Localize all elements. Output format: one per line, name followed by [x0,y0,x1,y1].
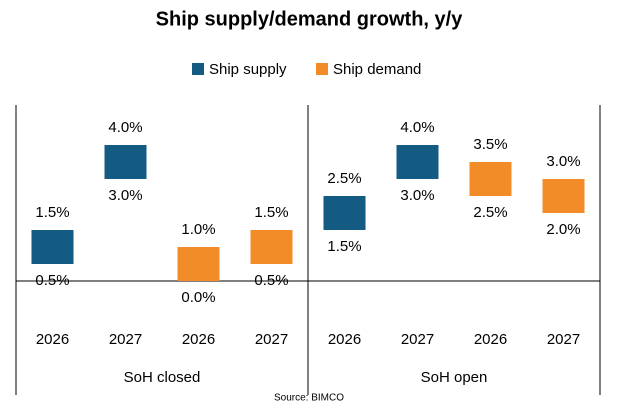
low-label: 0.0% [181,289,215,306]
x-tick-label: 2027 [109,331,142,348]
source-note: Source: BIMCO [274,393,344,404]
low-label: 2.0% [546,221,580,238]
low-label: 2.5% [473,204,507,221]
range-bar [542,179,585,213]
x-tick-label: 2026 [474,331,507,348]
high-label: 3.5% [473,136,507,153]
range-bar [31,230,74,264]
high-label: 1.5% [254,204,288,221]
group-label: SoH open [421,369,488,386]
x-tick-label: 2026 [328,331,361,348]
range-bar [104,145,147,179]
high-label: 4.0% [108,119,142,136]
high-label: 4.0% [400,119,434,136]
high-label: 1.0% [181,221,215,238]
range-bar [177,247,220,281]
high-label: 2.5% [327,170,361,187]
range-bar [396,145,439,179]
x-tick-label: 2026 [182,331,215,348]
high-label: 1.5% [35,204,69,221]
x-tick-label: 2027 [255,331,288,348]
legend-label: Ship demand [333,61,421,78]
group-label: SoH closed [124,369,201,386]
high-label: 3.0% [546,153,580,170]
low-label: 3.0% [400,187,434,204]
low-label: 1.5% [327,238,361,255]
range-bar [250,230,293,264]
x-tick-label: 2027 [401,331,434,348]
legend-label: Ship supply [209,61,287,78]
range-bar [323,196,366,230]
x-tick-label: 2027 [547,331,580,348]
legend-swatch [316,63,328,75]
low-label: 3.0% [108,187,142,204]
chart-title: Ship supply/demand growth, y/y [156,8,464,30]
range-bar [469,162,512,196]
legend-swatch [192,63,204,75]
low-label: 0.5% [35,272,69,289]
x-tick-label: 2026 [36,331,69,348]
low-label: 0.5% [254,272,288,289]
